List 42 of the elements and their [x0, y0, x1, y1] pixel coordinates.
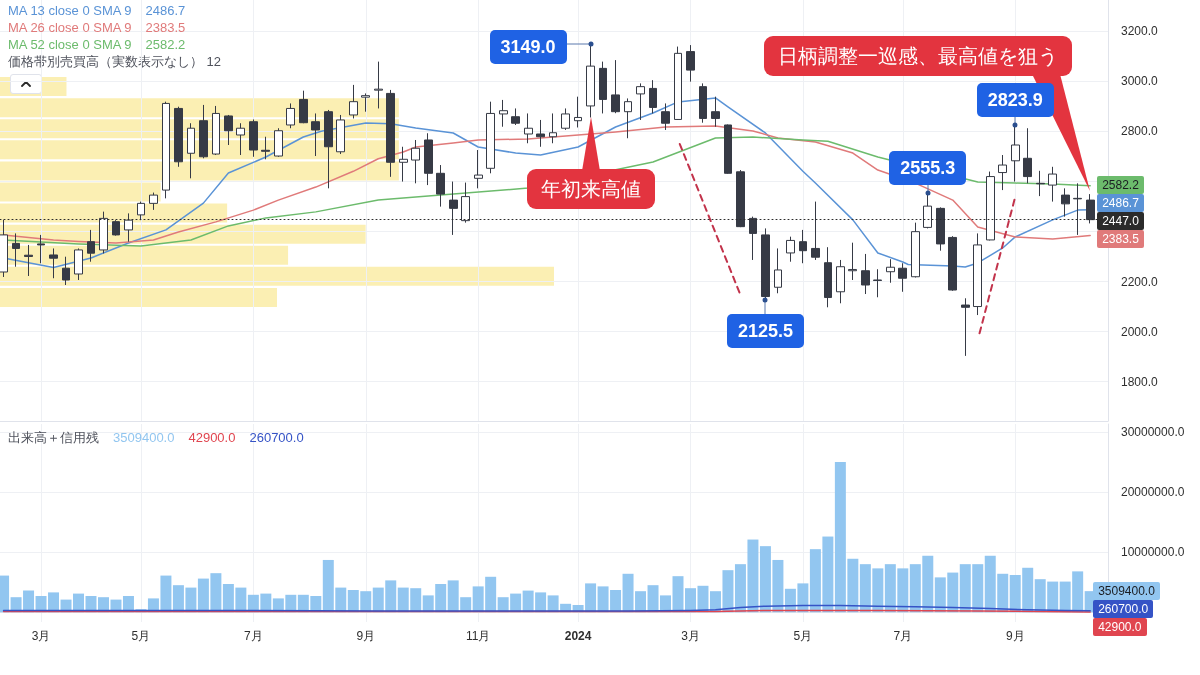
- text: 2582.2: [145, 37, 186, 52]
- text: MA 26 close 0 SMA 9: [8, 20, 132, 35]
- y-tick-label: 2800.0: [1121, 124, 1159, 139]
- x-tick-label: 5月: [793, 629, 813, 643]
- y-tick-label: 2200.0: [1121, 274, 1159, 289]
- data-label: 42900.0: [1093, 618, 1147, 637]
- y-tick-label: 10000000.0: [1121, 545, 1185, 560]
- annotation: 3509400.0: [1093, 582, 1160, 601]
- text: 2383.5: [145, 20, 186, 35]
- annotation: 2125.5: [726, 314, 804, 349]
- x-tick-label: 9月: [1005, 629, 1025, 643]
- x-tick-label: 3月: [681, 629, 700, 643]
- ref-line-label: 2447.0: [1097, 211, 1144, 230]
- x-tick-label: 2024: [564, 629, 592, 643]
- text: 出来高＋信用残: [8, 430, 99, 445]
- annotation: 年初来高値: [526, 169, 655, 210]
- text: 42900.0: [188, 430, 236, 445]
- y-tick-label: 3000.0: [1121, 74, 1159, 89]
- annotation: 2555.3: [889, 150, 967, 185]
- x-tick-label: 9月: [356, 629, 376, 643]
- text: 260700.0: [249, 430, 304, 445]
- y-tick-label: 20000000.0: [1121, 485, 1185, 500]
- y-tick-label: 3200.0: [1121, 24, 1159, 39]
- x-tick-label: 11月: [465, 629, 491, 643]
- text: MA 13 close 0 SMA 9: [8, 3, 132, 18]
- data-label: 2582.2: [1097, 175, 1144, 194]
- annotation: 日柄調整一巡感、最高値を狙う: [764, 36, 1073, 76]
- annotation: 2823.9: [976, 83, 1054, 118]
- data-label: 260700.0: [1093, 600, 1154, 619]
- y-tick-label: 2000.0: [1121, 324, 1159, 339]
- text: 2486.7: [145, 3, 186, 18]
- y-tick-label: 30000000.0: [1121, 425, 1185, 440]
- x-tick-label: 3月: [31, 629, 51, 643]
- text: 3509400.0: [113, 430, 175, 445]
- data-label: 2383.5: [1097, 229, 1144, 248]
- y-tick-label: 1800.0: [1121, 374, 1159, 389]
- annotation: 3149.0: [489, 29, 567, 64]
- x-tick-label: 7月: [893, 629, 913, 643]
- data-label: 2486.7: [1097, 193, 1144, 212]
- text: MA 52 close 0 SMA 9: [8, 37, 132, 52]
- x-tick-label: 5月: [131, 629, 151, 643]
- x-tick-label: 7月: [244, 629, 263, 643]
